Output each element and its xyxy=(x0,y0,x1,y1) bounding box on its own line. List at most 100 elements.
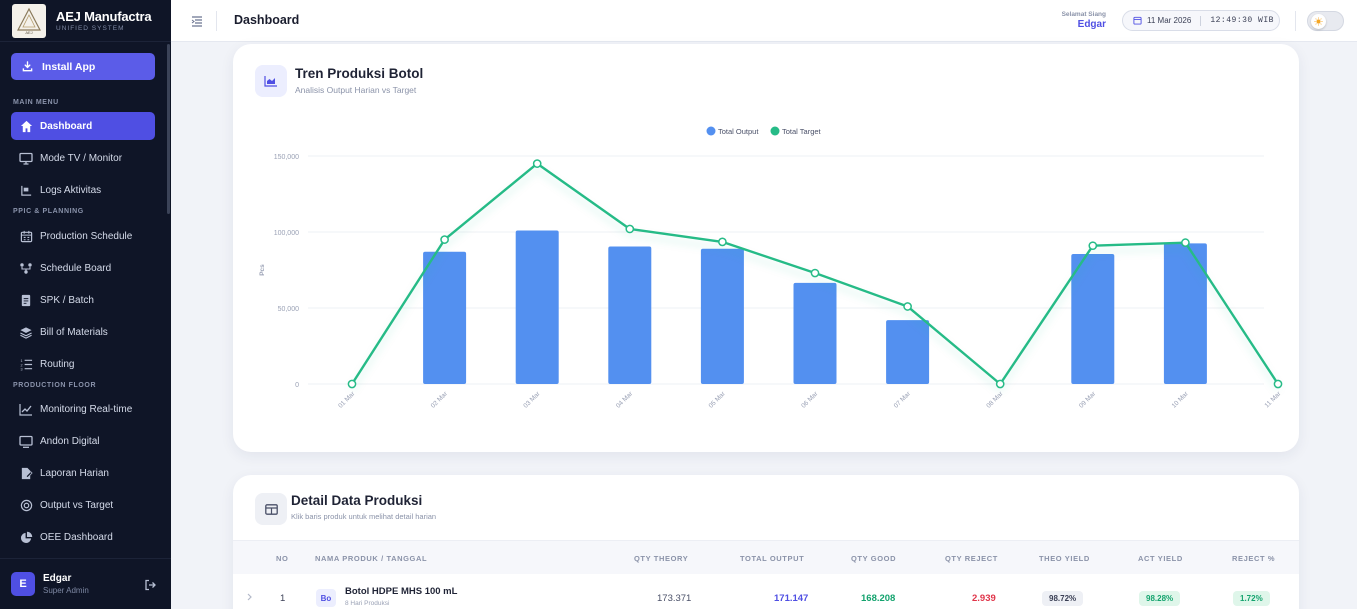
theme-divider xyxy=(1295,11,1296,31)
user-role: Super Admin xyxy=(43,586,89,595)
target-point xyxy=(1088,241,1098,251)
qty-good-value: 168.208 xyxy=(861,593,896,604)
line-chart-icon xyxy=(19,402,33,416)
target-point xyxy=(347,379,357,389)
sidebar-item-label: Andon Digital xyxy=(40,435,100,447)
sidebar-item-spk-batch[interactable]: SPK / Batch xyxy=(11,286,155,314)
qty-theory-value: 173.371 xyxy=(657,593,692,604)
y-tick-label: 150,000 xyxy=(274,154,299,161)
chevron-right-icon[interactable] xyxy=(247,593,253,603)
col-reject-pct: REJECT % xyxy=(1232,554,1276,563)
table-title: Detail Data Produksi xyxy=(291,493,423,508)
section-ppic-planning: PPIC & PLANNING xyxy=(13,208,84,215)
brand[interactable]: AEJ AEJ Manufactra UNIFIED SYSTEM xyxy=(0,0,171,42)
output-bar xyxy=(423,251,467,384)
target-point xyxy=(903,302,912,311)
target-point xyxy=(718,237,727,247)
product-badge: Bo xyxy=(316,589,336,607)
brand-title: AEJ Manufactra xyxy=(56,9,152,24)
x-tick-label: 09 Mar xyxy=(1078,390,1098,410)
chart-legend: Total Output Total Target xyxy=(706,126,822,136)
row-number: 1 xyxy=(280,593,286,604)
area-chart-icon xyxy=(255,65,287,97)
y-tick-label: 50,000 xyxy=(278,306,300,313)
svg-text:3: 3 xyxy=(20,367,22,370)
sidebar-item-logs-aktivitas[interactable]: Logs Aktivitas xyxy=(11,176,155,204)
sidebar-item-schedule-board[interactable]: Schedule Board xyxy=(11,254,155,282)
sidebar-item-production-schedule[interactable]: Production Schedule xyxy=(11,222,155,250)
output-bar xyxy=(886,320,930,384)
avatar: E xyxy=(11,572,35,596)
greeting-label: Selamat Siang xyxy=(1061,11,1106,18)
current-date: 11 Mar 2026 xyxy=(1147,16,1192,25)
download-icon xyxy=(22,61,33,72)
section-main-menu: MAIN MENU xyxy=(13,99,59,106)
sidebar: AEJ AEJ Manufactra UNIFIED SYSTEM Instal… xyxy=(0,0,171,609)
reject-pct-badge: 1.72% xyxy=(1233,591,1270,606)
datetime-display: 11 Mar 2026 12:49:30 WIB xyxy=(1122,10,1280,31)
table-row[interactable]: 1 Bo Botol HDPE MHS 100 mL 8 Hari Produk… xyxy=(233,575,1299,609)
target-line xyxy=(347,159,1283,389)
production-trend-card: Tren Produksi Botol Analisis Output Hari… xyxy=(233,44,1299,452)
legend-label: Total Output xyxy=(718,127,759,136)
sidebar-item-laporan-harian[interactable]: Laporan Harian xyxy=(11,459,155,487)
sidebar-item-bill-of-materials[interactable]: Bill of Materials xyxy=(11,318,155,346)
theme-toggle[interactable] xyxy=(1307,11,1344,31)
logout-icon[interactable] xyxy=(144,578,156,596)
display-icon xyxy=(19,434,33,448)
sidebar-item-mode-tv[interactable]: Mode TV / Monitor xyxy=(11,144,155,172)
home-icon xyxy=(19,119,33,133)
x-tick-label: 04 Mar xyxy=(615,390,635,410)
x-tick-label: 11 Mar xyxy=(1263,390,1283,410)
sidebar-item-andon-digital[interactable]: Andon Digital xyxy=(11,427,155,455)
calendar-icon xyxy=(19,229,33,243)
x-tick-label: 03 Mar xyxy=(522,390,542,410)
sidebar-item-label: Laporan Harian xyxy=(40,467,109,479)
table-icon xyxy=(255,493,287,525)
sidebar-item-label: SPK / Batch xyxy=(40,294,94,306)
calendar-small-icon xyxy=(1133,16,1142,25)
sidebar-item-label: Dashboard xyxy=(40,120,93,132)
target-point xyxy=(1181,238,1190,247)
act-yield-badge: 98.28% xyxy=(1139,591,1181,606)
col-no: NO xyxy=(276,554,289,563)
col-qty-theory: QTY THEORY xyxy=(634,554,689,563)
col-total-output: TOTAL OUTPUT xyxy=(740,554,805,563)
section-production-floor: PRODUCTION FLOOR xyxy=(13,382,97,389)
monitor-icon xyxy=(19,151,33,165)
target-point xyxy=(625,224,635,234)
chart-y-axis: 0 50,000 100,000 150,000 Pcs xyxy=(259,154,299,389)
x-tick-label: 08 Mar xyxy=(985,390,1005,410)
output-bar xyxy=(793,282,837,384)
topbar-divider xyxy=(216,11,217,31)
menu-toggle-icon[interactable] xyxy=(191,14,203,32)
install-app-button[interactable]: Install App xyxy=(11,53,155,80)
layers-icon xyxy=(19,325,33,339)
topbar: Dashboard Selamat Siang Edgar 11 Mar 202… xyxy=(171,0,1357,42)
target-point xyxy=(995,379,1005,389)
product-name: Botol HDPE MHS 100 mL xyxy=(345,586,458,597)
table-header: NO NAMA PRODUK / TANGGAL QTY THEORY TOTA… xyxy=(233,540,1299,574)
sidebar-item-monitoring-realtime[interactable]: Monitoring Real-time xyxy=(11,395,155,423)
target-point xyxy=(810,268,820,278)
target-point xyxy=(440,235,449,244)
brand-logo-text: AEJ xyxy=(25,30,32,35)
legend-label: Total Target xyxy=(782,127,822,136)
sidebar-item-output-vs-target[interactable]: Output vs Target xyxy=(11,491,155,519)
sidebar-item-oee-dashboard[interactable]: OEE Dashboard xyxy=(11,523,155,551)
x-tick-label: 01 Mar xyxy=(337,390,357,410)
svg-text:1: 1 xyxy=(20,359,22,363)
sidebar-item-label: Monitoring Real-time xyxy=(40,403,133,415)
sidebar-item-label: Routing xyxy=(40,358,75,370)
install-app-label: Install App xyxy=(42,60,96,73)
sidebar-scrollbar[interactable] xyxy=(167,44,170,214)
x-tick-label: 10 Mar xyxy=(1171,390,1191,410)
brand-subtitle: UNIFIED SYSTEM xyxy=(56,25,125,32)
chart-x-axis: 01 Mar 02 Mar 03 Mar 04 Mar 05 Mar 06 Mar 07 M… xyxy=(337,390,1283,410)
sidebar-item-dashboard[interactable]: Dashboard xyxy=(11,112,155,140)
user-name: Edgar xyxy=(43,573,72,584)
user-profile[interactable]: E Edgar Super Admin xyxy=(0,558,171,609)
output-bar xyxy=(1163,243,1207,384)
document-icon xyxy=(19,293,33,307)
